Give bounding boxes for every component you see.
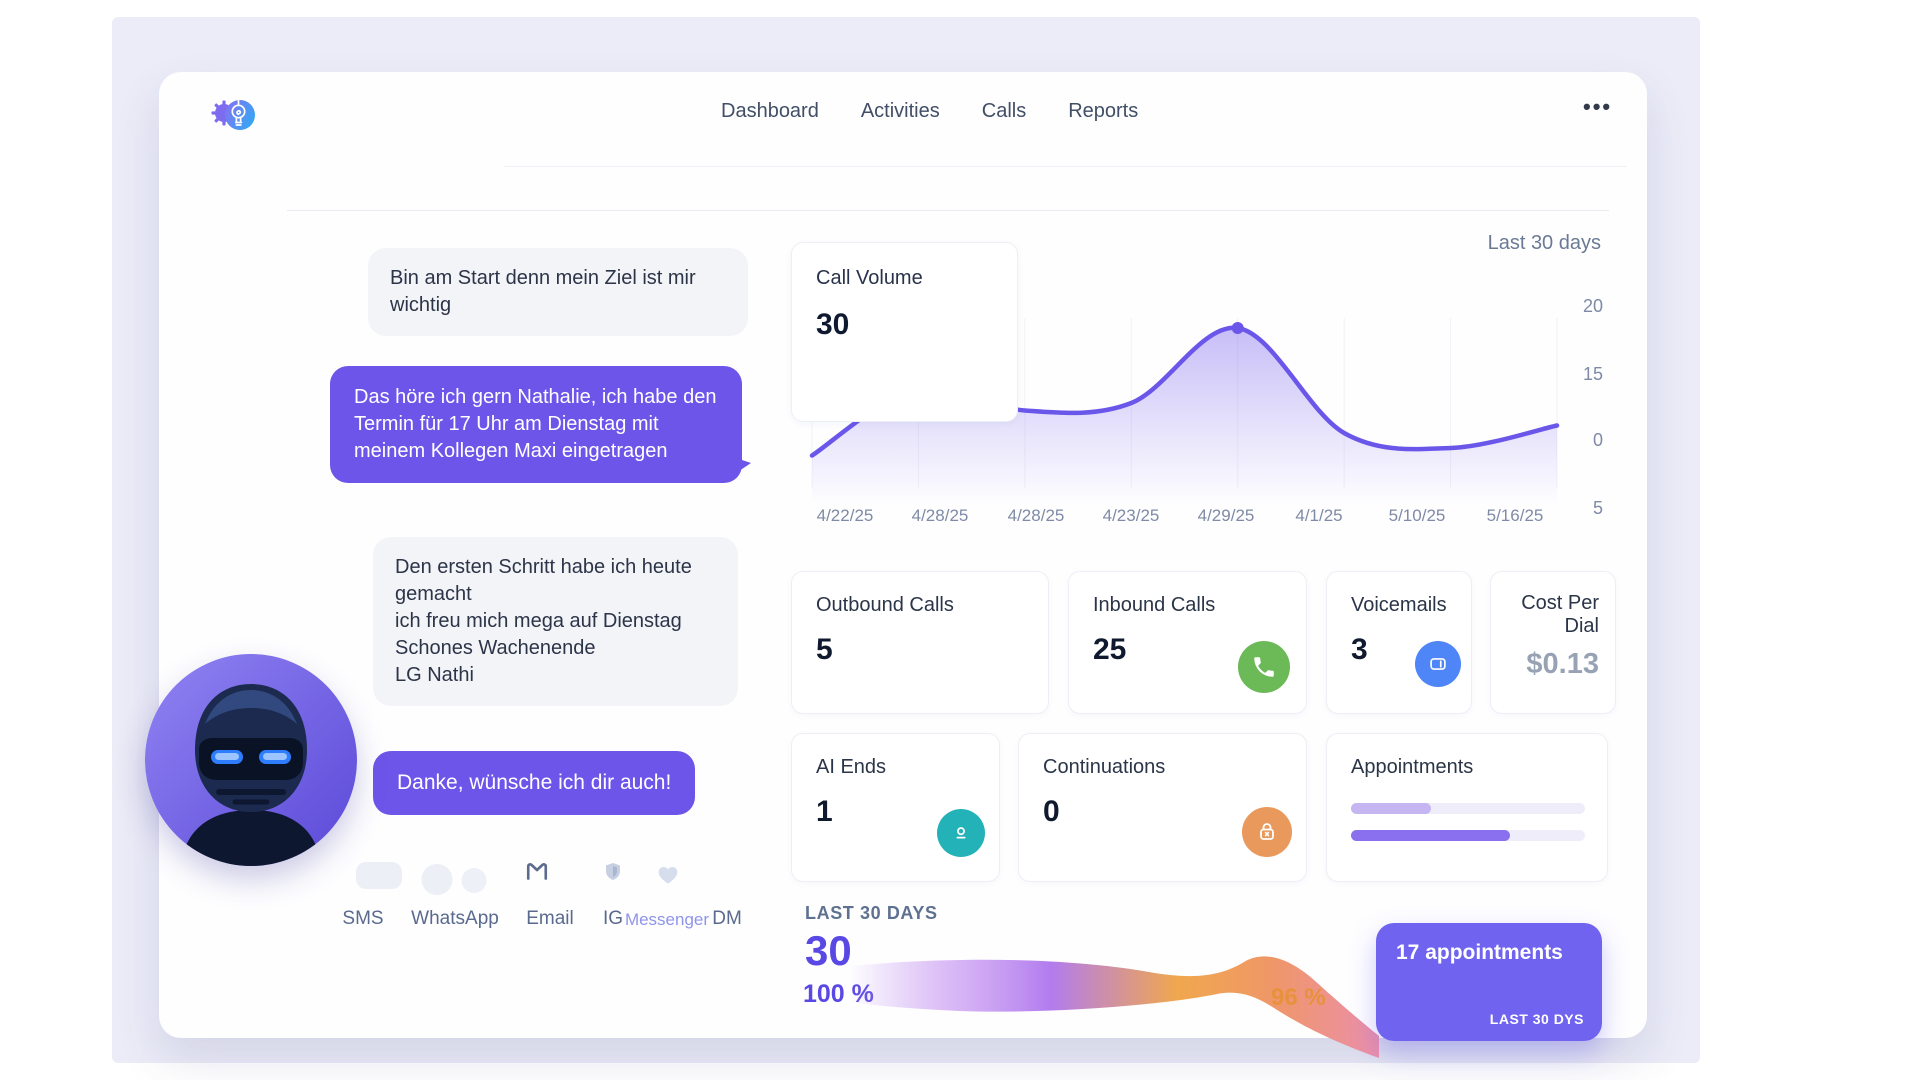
lightbulb-gear-icon [211, 94, 255, 130]
inbound-calls-value: 25 [1093, 633, 1127, 666]
heart-icon[interactable] [654, 860, 682, 893]
more-menu-button[interactable]: ••• [1583, 94, 1613, 119]
x-label-2: 4/28/25 [911, 506, 969, 525]
chart-peak-dot [1231, 322, 1244, 334]
ai-ends-value: 1 [816, 795, 833, 828]
ai-ends-icon [937, 809, 985, 857]
email-icon[interactable] [522, 856, 552, 891]
x-label-3: 4/28/25 [1007, 506, 1065, 525]
appointments-badge-title: 17 appointments [1396, 941, 1563, 964]
voicemails-icon [1415, 641, 1461, 687]
channel-messenger[interactable]: Messenger [624, 910, 710, 929]
outbound-calls-card: Outbound Calls 5 [791, 571, 1049, 714]
inbound-calls-card: Inbound Calls 25 [1068, 571, 1307, 714]
x-label-7: 5/10/25 [1388, 506, 1446, 525]
x-label-1: 4/22/25 [816, 506, 874, 525]
shield-icon[interactable] [601, 860, 625, 889]
ai-ends-label: AI Ends [816, 756, 887, 778]
cost-per-dial-label: Cost Per Dial [1521, 592, 1599, 637]
x-label-5: 4/29/25 [1197, 506, 1255, 525]
call-volume-card: Call Volume 30 [791, 242, 1018, 422]
nav-dashboard[interactable]: Dashboard [721, 100, 819, 122]
appointments-bar1-track [1351, 803, 1585, 814]
content-divider [287, 210, 1609, 211]
y-tick-15: 15 [1582, 364, 1603, 384]
funnel-heading: LAST 30 DAYS [805, 903, 938, 923]
x-label-6: 4/1/25 [1295, 506, 1343, 525]
appointments-bar2-fill [1351, 830, 1511, 841]
phone-icon [1254, 657, 1274, 677]
nav-reports[interactable]: Reports [1068, 100, 1139, 122]
header-divider [504, 166, 1627, 167]
whatsapp-icon-secondary[interactable] [461, 868, 487, 893]
date-range-label: Last 30 days [1487, 232, 1601, 254]
outbound-calls-label: Outbound Calls [816, 594, 954, 616]
inbound-calls-icon [1238, 641, 1290, 693]
funnel-mid-pct: 96 % [1271, 984, 1326, 1011]
appointments-card: Appointments [1326, 733, 1608, 882]
y-tick-5: 5 [1592, 498, 1603, 518]
nav-calls[interactable]: Calls [981, 100, 1027, 122]
nav-activities[interactable]: Activities [860, 100, 940, 122]
appointments-badge-subtitle: LAST 30 DYS [1489, 1011, 1584, 1027]
inbound-calls-label: Inbound Calls [1093, 594, 1216, 616]
chat-message-ai-1: Das höre ich gern Nathalie, ich habe den… [330, 366, 751, 483]
x-label-8: 5/16/25 [1486, 506, 1544, 525]
app-window: Dashboard Activities Calls Reports ••• B… [145, 72, 1647, 1058]
voicemail-icon [1430, 658, 1446, 670]
appointments-bar2-track [1351, 830, 1585, 841]
funnel-ribbon [849, 956, 1379, 1058]
channel-dm[interactable]: DM [712, 908, 742, 929]
person-icon [956, 827, 966, 839]
robot-avatar [145, 654, 357, 866]
continuations-value: 0 [1043, 795, 1060, 828]
y-tick-20: 20 [1582, 296, 1603, 316]
appointments-badge: 17 appointments LAST 30 DYS [1376, 923, 1602, 1041]
chart-area [812, 327, 1557, 505]
y-tick-0: 0 [1592, 430, 1603, 450]
main-nav: Dashboard Activities Calls Reports [721, 100, 1138, 123]
x-label-4: 4/23/25 [1102, 506, 1160, 525]
bag-x-icon [1260, 823, 1274, 840]
voicemails-card: Voicemails 3 [1326, 571, 1472, 714]
continuations-card: Continuations 0 [1018, 733, 1307, 882]
app-logo[interactable] [209, 92, 261, 144]
robot-face-illustration [145, 654, 357, 866]
chat-message-ai-2: Danke, wünsche ich dir auch! [373, 751, 696, 816]
channel-email[interactable]: Email [526, 908, 574, 929]
chat-message-contact-2: Den ersten Schritt habe ich heute gemach… [373, 537, 738, 706]
whatsapp-icon[interactable] [421, 864, 453, 895]
call-volume-title: Call Volume [816, 267, 923, 289]
chat-message-contact-1: Bin am Start denn mein Ziel ist mir wich… [368, 248, 748, 336]
voicemails-value: 3 [1351, 633, 1368, 666]
funnel-value: 30 [805, 927, 852, 974]
cost-per-dial-card: Cost Per Dial $0.13 [1490, 571, 1616, 714]
appointments-label: Appointments [1351, 756, 1474, 778]
continuations-icon [1242, 807, 1292, 857]
voicemails-label: Voicemails [1351, 594, 1447, 616]
cost-per-dial-value: $0.13 [1526, 648, 1599, 680]
channel-whatsapp[interactable]: WhatsApp [411, 908, 499, 929]
sms-icon[interactable] [356, 862, 402, 889]
outbound-calls-value: 5 [816, 633, 833, 666]
channel-sms[interactable]: SMS [342, 908, 384, 929]
call-volume-total: 30 [816, 308, 850, 341]
channel-ig[interactable]: IG [602, 908, 624, 929]
ai-ends-card: AI Ends 1 [791, 733, 1000, 882]
appointments-bar1-fill [1351, 803, 1431, 814]
continuations-label: Continuations [1043, 756, 1166, 778]
